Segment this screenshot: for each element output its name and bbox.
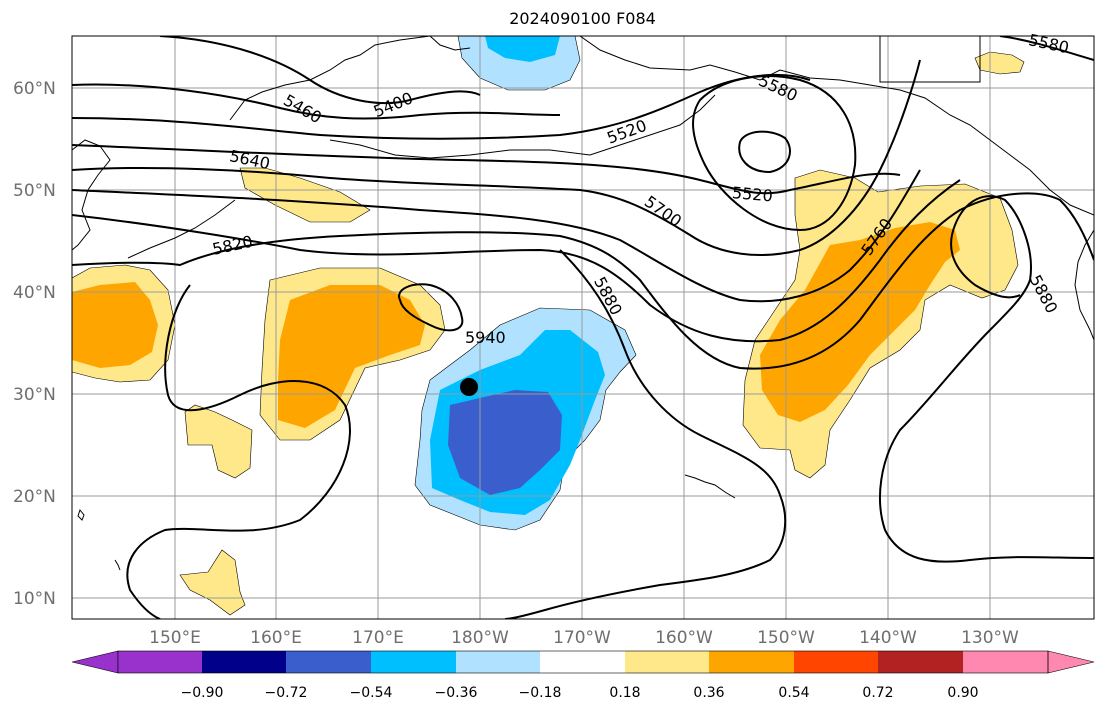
graticule	[72, 36, 1094, 619]
contour-5640	[72, 59, 921, 256]
contour-5820	[72, 192, 1094, 370]
colorbar-tick: 0.54	[778, 685, 809, 701]
contour-5400	[159, 36, 481, 105]
anomaly-fill-small-south	[184, 404, 253, 479]
lon-label: 180°W	[451, 628, 509, 648]
coastline-kuril	[127, 199, 236, 259]
coastlines	[72, 36, 1094, 571]
height-contours	[72, 36, 1094, 619]
colorbar-extend-right	[1047, 650, 1095, 674]
colorbar-tick: −0.18	[519, 685, 562, 701]
contour-label: 5520	[731, 183, 773, 205]
coastline-canada	[879, 36, 981, 83]
colorbar-tick: −0.90	[181, 685, 224, 701]
coastline-bering-north	[429, 36, 471, 51]
coastline-island-west	[77, 508, 85, 521]
contour-closed-low	[738, 130, 791, 174]
colorbar-segment	[286, 651, 372, 673]
contour-5580-ring	[692, 75, 857, 232]
plot-frame	[71, 35, 1095, 620]
anomaly-core-dateline	[448, 390, 562, 495]
contour-5760	[72, 179, 961, 343]
colorbar: −0.90 −0.72 −0.54 −0.36 −0.18 0.18 0.36 …	[71, 650, 1095, 701]
colorbar-tick: 0.90	[947, 685, 978, 701]
contour-5880-west	[126, 284, 351, 619]
lat-label: 30°N	[13, 385, 56, 405]
coastline-alaska	[579, 36, 1094, 216]
contour-5880-mid	[504, 249, 787, 619]
contour-5460	[72, 83, 561, 120]
colorbar-tick: 0.18	[609, 685, 640, 701]
contour-5520-west	[72, 73, 811, 140]
colorbar-extend-left	[71, 650, 119, 674]
latitude-axis: 10°N 20°N 30°N 40°N 50°N 60°N	[13, 79, 56, 609]
colorbar-segment	[794, 651, 880, 673]
coastline-hawaii	[684, 474, 736, 499]
colorbar-tick: −0.72	[265, 685, 308, 701]
map-title: 2024090100 F084	[509, 9, 656, 28]
coastline-siberia	[72, 139, 111, 251]
coastline-kamchatka	[229, 36, 431, 121]
lat-label: 50°N	[13, 181, 56, 201]
storm-position-marker	[460, 378, 478, 396]
anomaly-core-east-pacific	[760, 222, 960, 422]
colorbar-segment	[625, 651, 711, 673]
colorbar-segment	[540, 651, 626, 673]
negative-anomaly-fills	[414, 36, 637, 531]
coastline-north-america	[1074, 229, 1094, 341]
colorbar-frame	[117, 650, 1049, 674]
lat-label: 10°N	[13, 589, 56, 609]
colorbar-segment	[371, 651, 457, 673]
colorbar-tick: 0.36	[693, 685, 724, 701]
lon-label: 150°E	[149, 628, 201, 648]
anomaly-fill-alaska	[974, 51, 1025, 75]
coastline-mariana	[114, 559, 121, 571]
contour-5520-east	[72, 144, 901, 195]
lat-label: 60°N	[13, 79, 56, 99]
contour-5700	[72, 169, 921, 303]
colorbar-segment	[202, 651, 287, 673]
lat-label: 20°N	[13, 487, 56, 507]
lon-label: 170°W	[553, 628, 611, 648]
colorbar-segment	[878, 651, 964, 673]
lon-label: 150°W	[757, 628, 815, 648]
plot-area	[72, 36, 1094, 619]
colorbar-segment	[709, 651, 795, 673]
lon-label: 160°W	[655, 628, 713, 648]
colorbar-tick: −0.36	[435, 685, 478, 701]
lon-label: 160°E	[250, 628, 302, 648]
lon-label: 170°E	[352, 628, 404, 648]
anomaly-core-central-west	[278, 285, 425, 428]
colorbar-segment	[963, 651, 1049, 673]
colorbar-segment	[456, 651, 542, 673]
colorbar-tick: 0.72	[862, 685, 893, 701]
positive-anomaly-fills	[72, 51, 1025, 616]
colorbar-segment	[118, 651, 204, 673]
contour-5940	[398, 283, 464, 332]
contour-5580	[999, 36, 1094, 61]
anomaly-core-west-coast	[72, 282, 158, 368]
colorbar-tick: −0.54	[350, 685, 393, 701]
contour-5880-east	[879, 195, 1094, 563]
contour-label: 5940	[465, 328, 506, 347]
coastline-aleutians	[329, 94, 716, 159]
lon-label: 130°W	[961, 628, 1019, 648]
lat-label: 40°N	[13, 283, 56, 303]
longitude-axis: 150°E 160°E 170°E 180°W 170°W 160°W 150°…	[149, 628, 1019, 648]
lon-label: 140°W	[859, 628, 917, 648]
anomaly-core-bering	[485, 36, 560, 62]
